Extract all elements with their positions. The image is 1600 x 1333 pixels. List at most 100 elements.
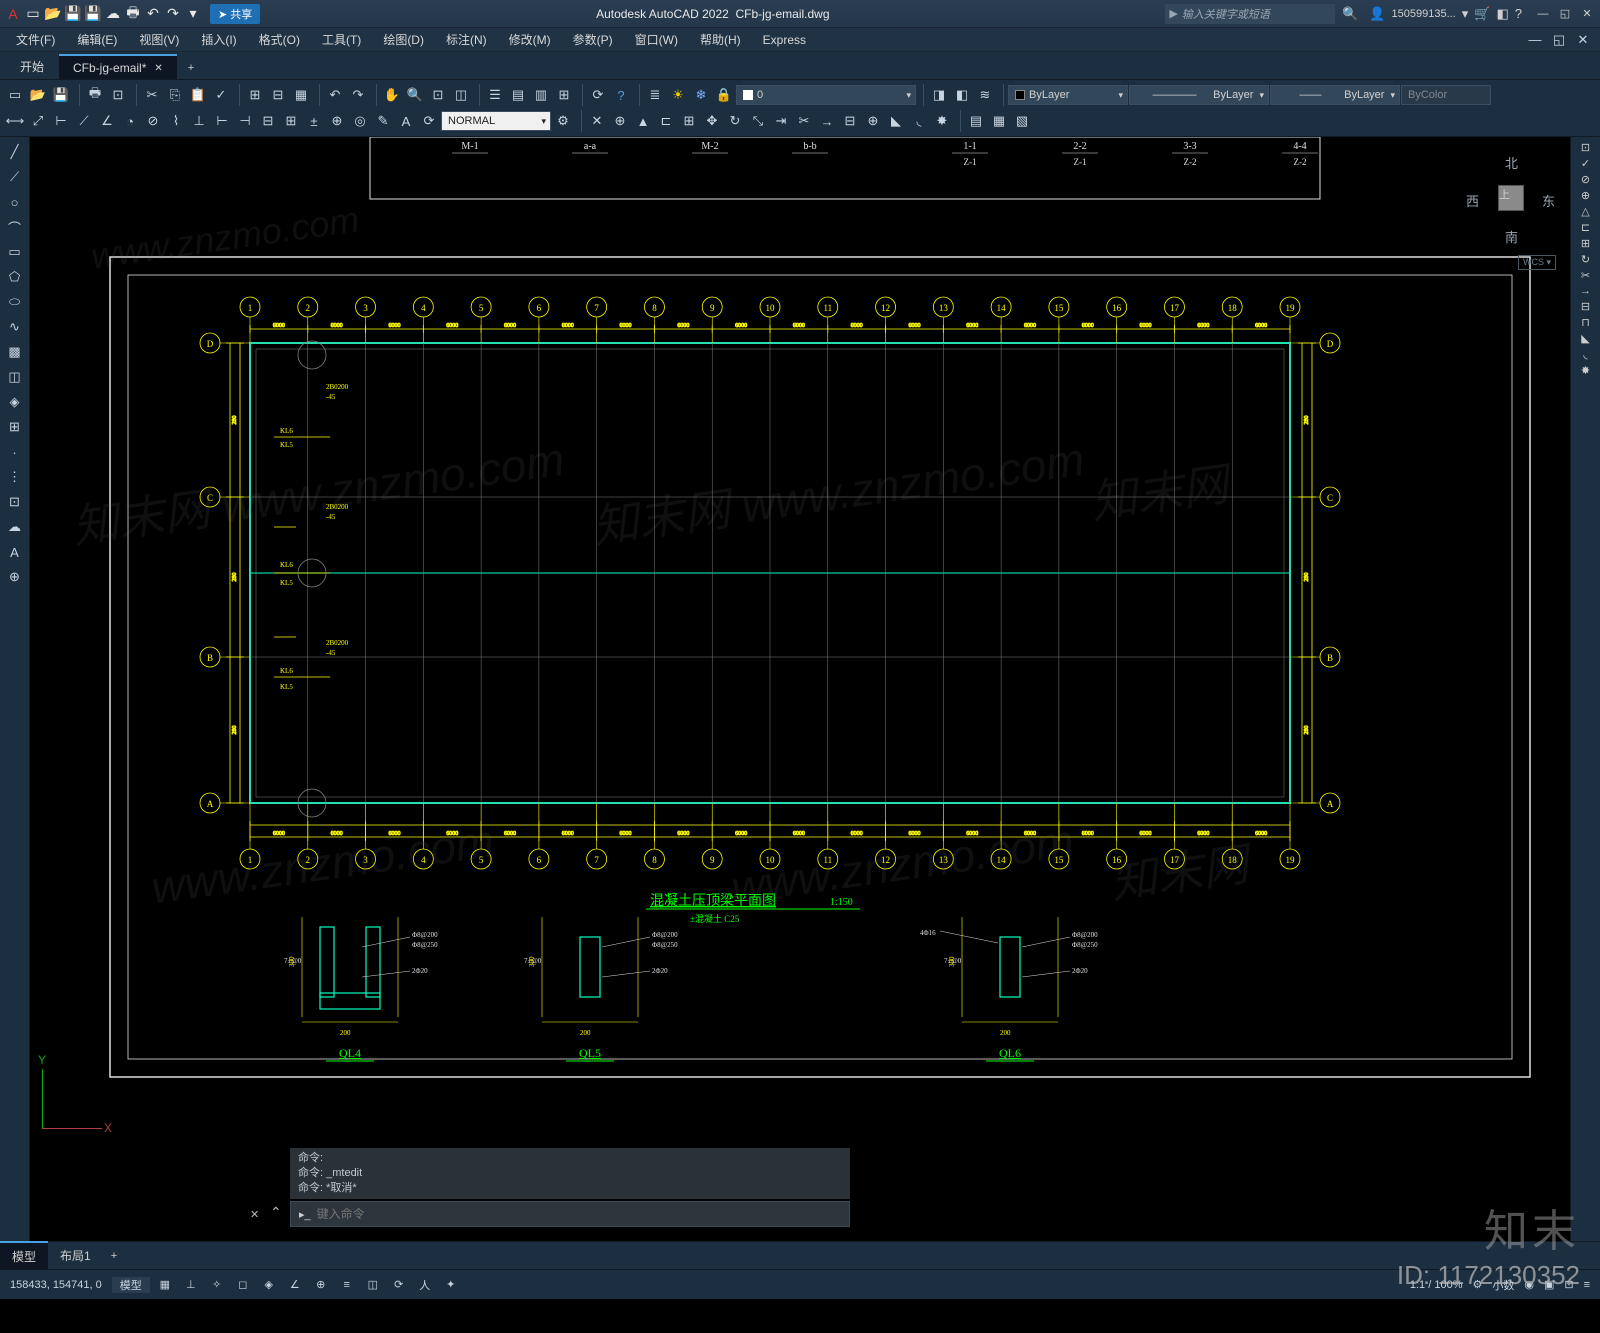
- doc-restore-icon[interactable]: ◱: [1548, 29, 1570, 51]
- menu-view[interactable]: 视图(V): [129, 28, 189, 51]
- draworder3-icon[interactable]: ▧: [1011, 110, 1033, 132]
- divide-icon[interactable]: ⋮: [3, 466, 27, 488]
- doc-minimize-icon[interactable]: —: [1524, 29, 1546, 51]
- r-tr-icon[interactable]: ✂: [1581, 269, 1590, 282]
- ortho-icon[interactable]: ⊥: [180, 1274, 202, 1296]
- r-copy-icon[interactable]: ⊕: [1581, 189, 1590, 202]
- restore-icon[interactable]: ◱: [1556, 5, 1574, 23]
- zoom-ext-icon[interactable]: ⊡: [427, 84, 449, 106]
- grid-snap-icon[interactable]: ▦: [154, 1274, 176, 1296]
- view-cube[interactable]: 北 东 南 西 上: [1470, 157, 1550, 237]
- props-icon[interactable]: ☰: [484, 84, 506, 106]
- menu-edit[interactable]: 编辑(E): [67, 28, 127, 51]
- sheetset-icon[interactable]: ▤: [507, 84, 529, 106]
- mod-offset-icon[interactable]: ⊏: [655, 110, 677, 132]
- dyn-icon[interactable]: ⊕: [310, 1274, 332, 1296]
- table-icon[interactable]: ⊞: [3, 416, 27, 438]
- user-icon[interactable]: 👤: [1369, 6, 1385, 22]
- dim-base-icon[interactable]: ⊢: [211, 110, 233, 132]
- menu-format[interactable]: 格式(O): [249, 28, 310, 51]
- dim-upd-icon[interactable]: ⟳: [418, 110, 440, 132]
- menu-draw[interactable]: 绘图(D): [373, 28, 434, 51]
- trans-icon[interactable]: ◫: [362, 1274, 384, 1296]
- r-ex-icon[interactable]: →: [1580, 285, 1591, 297]
- dimstyle-mgr-icon[interactable]: ⚙: [552, 110, 574, 132]
- zoom-win-icon[interactable]: ◫: [450, 84, 472, 106]
- mod-extend-icon[interactable]: →: [816, 110, 838, 132]
- dim-space-icon[interactable]: ⊞: [280, 110, 302, 132]
- layer-iso-icon[interactable]: ◨: [928, 84, 950, 106]
- revcloud-icon[interactable]: ☁: [3, 516, 27, 538]
- layer-state-icon[interactable]: ≋: [974, 84, 996, 106]
- menu-tools[interactable]: 工具(T): [312, 28, 371, 51]
- color-select[interactable]: ByLayer▾: [1008, 85, 1128, 105]
- mod-copy-icon[interactable]: ⊕: [609, 110, 631, 132]
- dim-aligned-icon[interactable]: ⤢: [27, 110, 49, 132]
- search-input[interactable]: ▶ 输入关键字或短语: [1165, 4, 1335, 24]
- circle-icon[interactable]: ○: [3, 191, 27, 213]
- refresh-icon[interactable]: ⟳: [587, 84, 609, 106]
- ann2-icon[interactable]: ✦: [440, 1274, 462, 1296]
- dim-rad-icon[interactable]: ◔: [119, 110, 141, 132]
- dim-cont-icon[interactable]: ⊢: [50, 110, 72, 132]
- copy-icon[interactable]: ⎘: [164, 84, 186, 106]
- line-icon[interactable]: ╱: [3, 141, 27, 163]
- dim-ord-icon[interactable]: ⊥: [188, 110, 210, 132]
- tab-start[interactable]: 开始: [6, 53, 58, 79]
- mod-array-icon[interactable]: ⊞: [678, 110, 700, 132]
- menu-dimension[interactable]: 标注(N): [436, 28, 497, 51]
- arc-icon[interactable]: ⌒: [3, 216, 27, 238]
- help-icon[interactable]: ?: [1515, 6, 1522, 21]
- osnap-icon[interactable]: ◻: [232, 1274, 254, 1296]
- dim-break-icon[interactable]: ⊟: [257, 110, 279, 132]
- redo2-icon[interactable]: ↷: [347, 84, 369, 106]
- calc-icon[interactable]: ⊞: [553, 84, 575, 106]
- mod-scale-icon[interactable]: ⤡: [747, 110, 769, 132]
- r-match-icon[interactable]: ✓: [1581, 157, 1590, 170]
- menu-param[interactable]: 参数(P): [563, 28, 623, 51]
- r-xp-icon[interactable]: ✸: [1581, 364, 1590, 377]
- linetype-select[interactable]: ———— ByLayer▾: [1129, 85, 1269, 105]
- cut-icon[interactable]: ✂: [141, 84, 163, 106]
- layer-freeze-icon[interactable]: ❄: [690, 84, 712, 106]
- menu-help[interactable]: 帮助(H): [690, 28, 751, 51]
- close-icon[interactable]: ✕: [1578, 5, 1596, 23]
- open-file-icon[interactable]: 📂: [27, 84, 49, 106]
- draworder2-icon[interactable]: ▦: [988, 110, 1010, 132]
- right-toolbar[interactable]: ⊡ ✓ ⊘ ⊕ △ ⊏ ⊞ ↻ ✂ → ⊟ ⊓ ◣ ◟ ✸: [1570, 137, 1600, 1299]
- menu-window[interactable]: 窗口(W): [625, 28, 688, 51]
- polar-icon[interactable]: ✧: [206, 1274, 228, 1296]
- print2-icon[interactable]: 🖶: [84, 84, 106, 106]
- rect-icon[interactable]: ▭: [3, 241, 27, 263]
- layer-prev-icon[interactable]: ◧: [951, 84, 973, 106]
- cloud-icon[interactable]: ☁: [104, 5, 122, 23]
- region-icon[interactable]: ◈: [3, 391, 27, 413]
- mod-move-icon[interactable]: ✥: [701, 110, 723, 132]
- dim-jog-icon[interactable]: ⌇: [165, 110, 187, 132]
- help2-icon[interactable]: ?: [610, 84, 632, 106]
- file-tab-bar[interactable]: 开始 CFb-jg-email* ✕ +: [0, 52, 1600, 80]
- mod-break-icon[interactable]: ⊟: [839, 110, 861, 132]
- dim-insp-icon[interactable]: ◎: [349, 110, 371, 132]
- layer-lock-icon[interactable]: 🔒: [713, 84, 735, 106]
- mod-rotate-icon[interactable]: ↻: [724, 110, 746, 132]
- lw-icon[interactable]: ≡: [336, 1274, 358, 1296]
- mod-explode-icon[interactable]: ✸: [931, 110, 953, 132]
- dim-dia-icon[interactable]: ⊘: [142, 110, 164, 132]
- new-icon[interactable]: ▭: [24, 5, 42, 23]
- customize-icon[interactable]: ≡: [1584, 1279, 1590, 1291]
- search-icon[interactable]: 🔍: [1339, 3, 1361, 25]
- tab-add-icon[interactable]: +: [178, 57, 204, 79]
- r-jn-icon[interactable]: ⊓: [1581, 316, 1590, 329]
- user-name[interactable]: 150599135...: [1392, 8, 1456, 20]
- cmd-expand-icon[interactable]: ⌃: [270, 1204, 282, 1221]
- tab-model[interactable]: 模型: [0, 1241, 48, 1270]
- dim-edit-icon[interactable]: ✎: [372, 110, 394, 132]
- otrack-icon[interactable]: ∠: [284, 1274, 306, 1296]
- mod-stretch-icon[interactable]: ⇥: [770, 110, 792, 132]
- doc-close-icon[interactable]: ✕: [1572, 29, 1594, 51]
- dim-linear-icon[interactable]: ⟷: [4, 110, 26, 132]
- menu-file[interactable]: 文件(F): [6, 28, 65, 51]
- mod-join-icon[interactable]: ⊕: [862, 110, 884, 132]
- cycle-icon[interactable]: ⟳: [388, 1274, 410, 1296]
